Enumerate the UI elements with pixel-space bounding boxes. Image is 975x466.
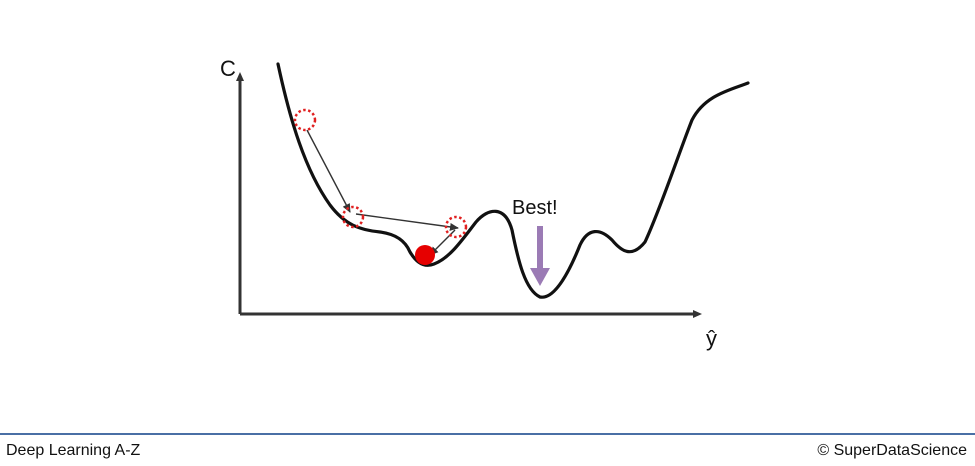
best-label: Best! <box>512 197 558 219</box>
dotted-circle-icon <box>341 205 365 229</box>
footer-course-title: Deep Learning A-Z <box>6 442 141 459</box>
footer-copyright: © SuperDataScience <box>817 442 967 459</box>
red-ball-icon <box>415 245 435 265</box>
step-arrow-1 <box>306 129 351 213</box>
dotted-circle-icon <box>293 108 317 132</box>
dotted-circle-icon <box>444 215 468 239</box>
down-arrow-icon <box>530 226 550 286</box>
y-axis-label: C <box>220 56 236 81</box>
cost-curve <box>276 62 750 299</box>
step-arrow-2 <box>355 213 459 231</box>
footer-divider <box>0 433 975 435</box>
x-axis-label: ŷ <box>706 326 717 351</box>
